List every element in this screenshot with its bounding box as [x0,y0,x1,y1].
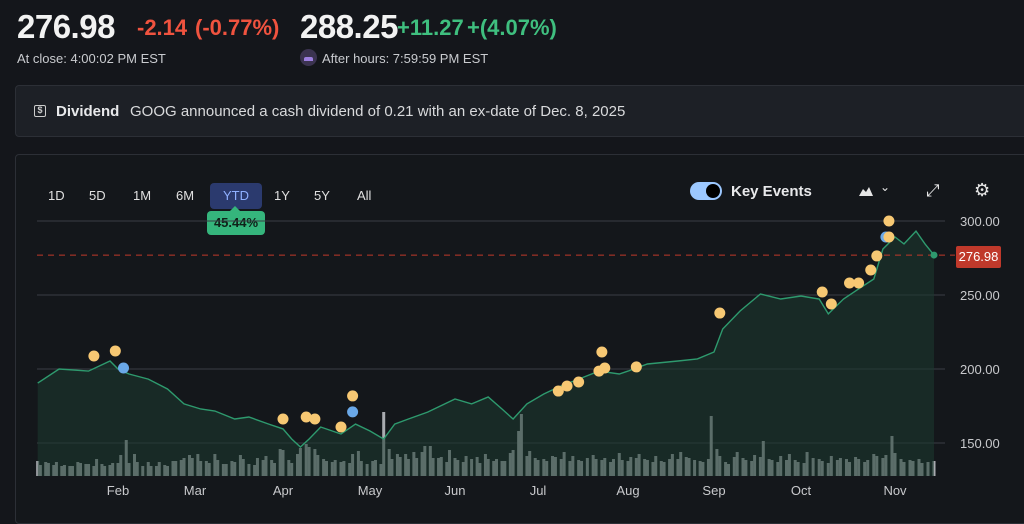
close-time: At close: 4:00:02 PM EST [17,51,166,66]
mountain-chart-icon[interactable] [859,184,873,201]
key-event-marker [630,361,642,373]
y-tick-label: 300.00 [960,214,1000,229]
key-event-marker [277,413,289,425]
x-tick-label: Sep [702,483,725,498]
key-event-marker [573,376,585,388]
x-tick-label: Oct [791,483,812,498]
dividend-banner[interactable]: $ Dividend GOOG announced a cash dividen… [15,85,1024,137]
key-event-marker [599,362,611,374]
after-hours-change: +11.27 [397,15,464,40]
gear-icon[interactable]: ⚙ [974,180,991,200]
banner-title: Dividend [56,103,120,120]
key-event-marker [309,413,321,425]
range-1d[interactable]: 1D [48,188,65,203]
key-event-marker [335,421,347,433]
x-tick-label: Jul [530,483,547,498]
key-event-marker [816,286,828,298]
key-event-marker [844,277,856,289]
key-event-marker [865,264,877,276]
close-change: -2.14 [137,15,188,40]
key-event-marker [883,215,895,227]
key-event-marker [714,307,726,319]
key-event-marker [88,350,100,362]
price-line [37,229,935,448]
range-1y[interactable]: 1Y [274,188,290,203]
key-events-toggle[interactable] [690,182,722,200]
key-event-marker [552,385,564,397]
expand-icon[interactable]: ⤢ [926,181,940,200]
chevron-down-icon[interactable]: ⌄ [880,180,891,194]
range-ytd[interactable]: YTD [210,183,262,209]
after-hours-time: After hours: 7:59:59 PM EST [322,51,489,66]
key-event-marker [871,250,883,262]
dollar-icon: $ [34,105,46,117]
key-event-marker [347,406,359,418]
close-change-pct: (-0.77%) [195,15,280,40]
x-tick-label: May [358,483,383,498]
key-event-marker [118,362,129,374]
after-hours-price: 288.25 [300,8,398,45]
key-events-label: Key Events [731,183,812,200]
key-event-marker [883,231,895,243]
key-event-marker [561,380,573,392]
key-event-marker [825,298,837,310]
key-event-marker [300,411,312,423]
range-1m[interactable]: 1M [133,188,152,203]
x-tick-label: Aug [616,483,639,498]
x-tick-label: Apr [273,483,294,498]
key-event-marker [596,346,608,358]
key-event-marker [109,345,121,357]
range-return-badge: 45.44% [207,206,265,235]
after-hours-change-pct: +(4.07%) [467,15,557,40]
x-tick-label: Mar [184,483,207,498]
range-5d[interactable]: 5D [89,188,106,203]
close-price: 276.98 [17,8,115,45]
key-event-marker [853,277,865,289]
x-tick-label: Jun [445,483,466,498]
range-6m[interactable]: 6M [176,188,195,203]
last-price-label: 276.98 [956,246,1001,268]
price-chart[interactable]: 300.00 250.00 200.00 150.00 Feb Mar Apr May Jun J… [0,0,1024,509]
x-tick-label: Nov [883,483,907,498]
moon-icon [300,49,317,66]
last-price-dot [930,251,938,259]
y-tick-label: 250.00 [960,288,1000,303]
y-tick-label: 200.00 [960,362,1000,377]
banner-text: GOOG announced a cash dividend of 0.21 w… [130,103,626,120]
volume-bar [36,461,40,476]
y-tick-label: 150.00 [960,436,1000,451]
price-area [37,231,934,476]
x-tick-label: Feb [107,483,129,498]
range-all[interactable]: All [357,188,372,203]
range-5y[interactable]: 5Y [314,188,330,203]
key-event-marker [347,390,359,402]
